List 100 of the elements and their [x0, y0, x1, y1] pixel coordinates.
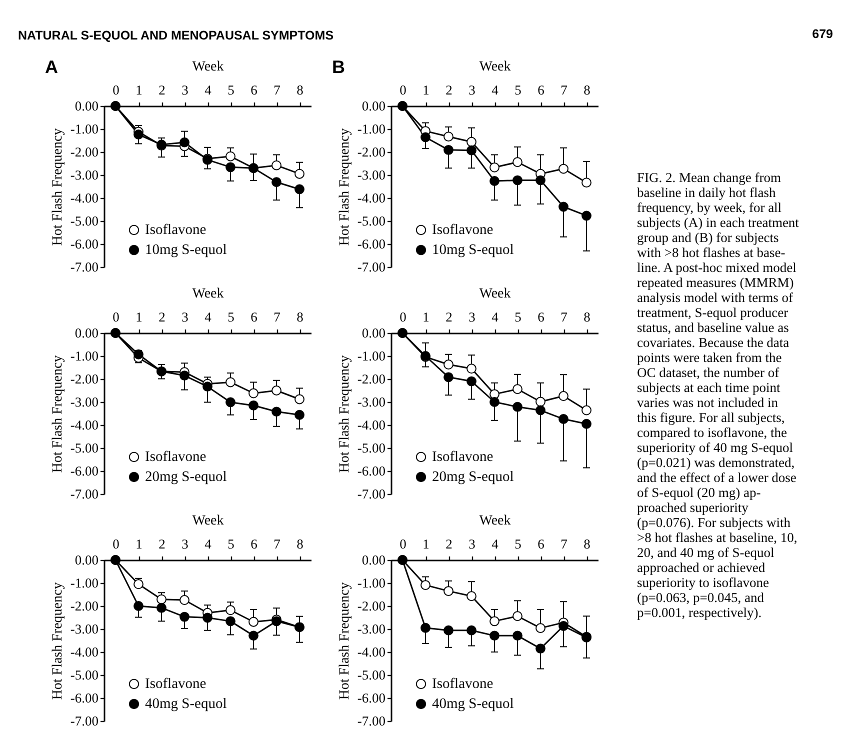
x-tick-label: 0 — [400, 82, 407, 98]
legend-label: Isoflavone — [432, 676, 494, 692]
y-tick-label: 0.00 — [362, 326, 386, 340]
x-tick-label: 8 — [296, 536, 304, 552]
x-tick-label: 7 — [274, 82, 281, 98]
x-tick-label: 3 — [468, 82, 476, 98]
y-axis-title: Hot Flash Frequency — [337, 582, 352, 700]
y-tick-label: -1.00 — [357, 576, 386, 590]
y-tick-label: -4.00 — [357, 418, 386, 432]
y-tick-label: -3.00 — [357, 622, 386, 636]
x-tick-label: 0 — [400, 536, 407, 552]
x-axis-title: Week — [192, 514, 224, 528]
x-tick-label: 8 — [296, 82, 304, 98]
x-axis-title: Week — [479, 286, 511, 302]
y-tick-label: -2.00 — [357, 598, 386, 614]
x-tick-label: 2 — [158, 536, 166, 552]
y-tick-label: -7.00 — [70, 260, 99, 274]
x-tick-label: 4 — [204, 536, 212, 552]
x-tick-label: 0 — [112, 82, 120, 98]
x-tick-label: 0 — [112, 310, 120, 324]
text: FIG. 2. Mean change from baseline in daily hot flash frequency, by week, for all subjects (A) in each treatment group and (B) for subjects with >8 hot flashes at base- line. A post-hoc mixed model repeated measures (MMRM) analysis model with terms of treatment, S-equol producer status, and baseline value as covariates. Because the data points were taken from the OC dataset, the number of subjects at each time point varies was not included in this figure. For all subjects, compared to isoflavone, the superiority of 40 mg S-equol (p=0.021) was demonstrated, and the effect of a lower dose of S-equol (20 mg) ap- proached superiority (p=0.076). For subjects with >8 hot flashes at baseline, 10, 20, and 40 mg of S-equol approached or achieved superiority to isoflavone (p=0.063, p=0.045, and p=0.001, respectively). — [637, 170, 799, 620]
x-tick-label: 4 — [204, 82, 212, 98]
x-tick-label: 2 — [158, 82, 166, 98]
x-tick-label: 8 — [584, 310, 591, 324]
legend-label: 40mg S-equol — [432, 696, 514, 712]
x-tick-label: 1 — [136, 536, 142, 552]
x-tick-label: 8 — [584, 82, 591, 98]
x-tick-label: 8 — [584, 536, 591, 552]
x-tick-label: 6 — [538, 310, 545, 324]
x-tick-label: 6 — [250, 536, 258, 552]
x-tick-label: 5 — [514, 536, 522, 552]
y-tick-label: -5.00 — [357, 440, 386, 456]
y-tick-label: 0.00 — [362, 552, 386, 568]
y-tick-label: -5.00 — [70, 214, 99, 228]
chart-title: A — [45, 57, 58, 77]
x-tick-label: 1 — [136, 310, 142, 324]
y-tick-label: -3.00 — [70, 394, 99, 410]
x-tick-label: 1 — [422, 82, 430, 98]
x-tick-label: 7 — [274, 310, 281, 324]
x-tick-label: 3 — [182, 310, 189, 324]
y-tick-label: -1.00 — [357, 348, 386, 364]
legend-label: Isoflavone — [432, 449, 494, 465]
x-tick-label: 3 — [182, 536, 189, 552]
y-tick-label: -1.00 — [70, 348, 99, 364]
text: NATURAL S-EQUOL AND MENOPAUSAL SYMPTOMS — [18, 28, 334, 42]
legend-label: 20mg S-equol — [432, 469, 514, 485]
x-tick-label: 7 — [560, 310, 568, 324]
x-tick-label: 4 — [492, 310, 499, 324]
x-tick-label: 3 — [468, 536, 476, 552]
x-tick-label: 4 — [492, 536, 499, 552]
y-tick-label: -4.00 — [70, 644, 99, 660]
y-tick-label: -1.00 — [357, 122, 386, 136]
y-tick-label: -6.00 — [357, 236, 386, 252]
y-tick-label: -4.00 — [357, 644, 386, 660]
x-tick-label: 5 — [228, 536, 235, 552]
x-tick-label: 6 — [250, 82, 258, 98]
y-tick-label: 0.00 — [74, 552, 99, 568]
x-tick-label: 5 — [514, 82, 522, 98]
x-tick-label: 6 — [538, 82, 545, 98]
x-tick-label: 7 — [560, 82, 568, 98]
y-tick-label: 0.00 — [362, 98, 386, 114]
text: 679 — [812, 27, 834, 41]
x-tick-label: 0 — [400, 310, 407, 324]
legend-label: Isoflavone — [145, 449, 206, 465]
x-tick-label: 2 — [446, 310, 452, 324]
y-axis-title: Hot Flash Frequency — [337, 355, 352, 473]
x-tick-label: 1 — [136, 82, 142, 98]
y-tick-label: -6.00 — [70, 464, 99, 478]
x-tick-label: 2 — [446, 82, 452, 98]
legend-label: Isoflavone — [145, 676, 206, 692]
y-tick-label: -6.00 — [357, 464, 386, 478]
y-tick-label: -1.00 — [70, 122, 99, 136]
y-tick-label: -3.00 — [357, 394, 386, 410]
legend-label: 20mg S-equol — [145, 469, 227, 485]
y-tick-label: -2.00 — [70, 144, 99, 160]
x-axis-title: Week — [479, 514, 511, 528]
y-tick-label: -4.00 — [70, 418, 99, 432]
y-axis-title: Hot Flash Frequency — [50, 582, 66, 700]
y-axis-title: Hot Flash Frequency — [50, 128, 66, 246]
legend-label: 10mg S-equol — [145, 242, 227, 258]
y-tick-label: -4.00 — [357, 190, 386, 206]
y-tick-label: -7.00 — [70, 486, 99, 502]
y-tick-label: 0.00 — [74, 326, 99, 340]
y-tick-label: -3.00 — [357, 168, 386, 182]
x-tick-label: 2 — [446, 536, 452, 552]
y-tick-label: -5.00 — [357, 214, 386, 228]
legend-label: Isoflavone — [432, 222, 494, 238]
x-tick-label: 8 — [296, 310, 304, 324]
x-tick-label: 2 — [158, 310, 166, 324]
x-tick-label: 3 — [468, 310, 476, 324]
y-tick-label: -2.00 — [70, 598, 99, 614]
x-axis-title: Week — [192, 60, 224, 74]
chart-title: B — [332, 57, 345, 77]
y-tick-label: -2.00 — [70, 372, 99, 386]
legend-label: 40mg S-equol — [145, 696, 227, 712]
y-tick-label: -6.00 — [70, 690, 99, 706]
x-tick-label: 5 — [228, 82, 235, 98]
x-tick-label: 6 — [538, 536, 545, 552]
y-tick-label: -4.00 — [70, 190, 99, 206]
y-axis-title: Hot Flash Frequency — [50, 355, 66, 473]
